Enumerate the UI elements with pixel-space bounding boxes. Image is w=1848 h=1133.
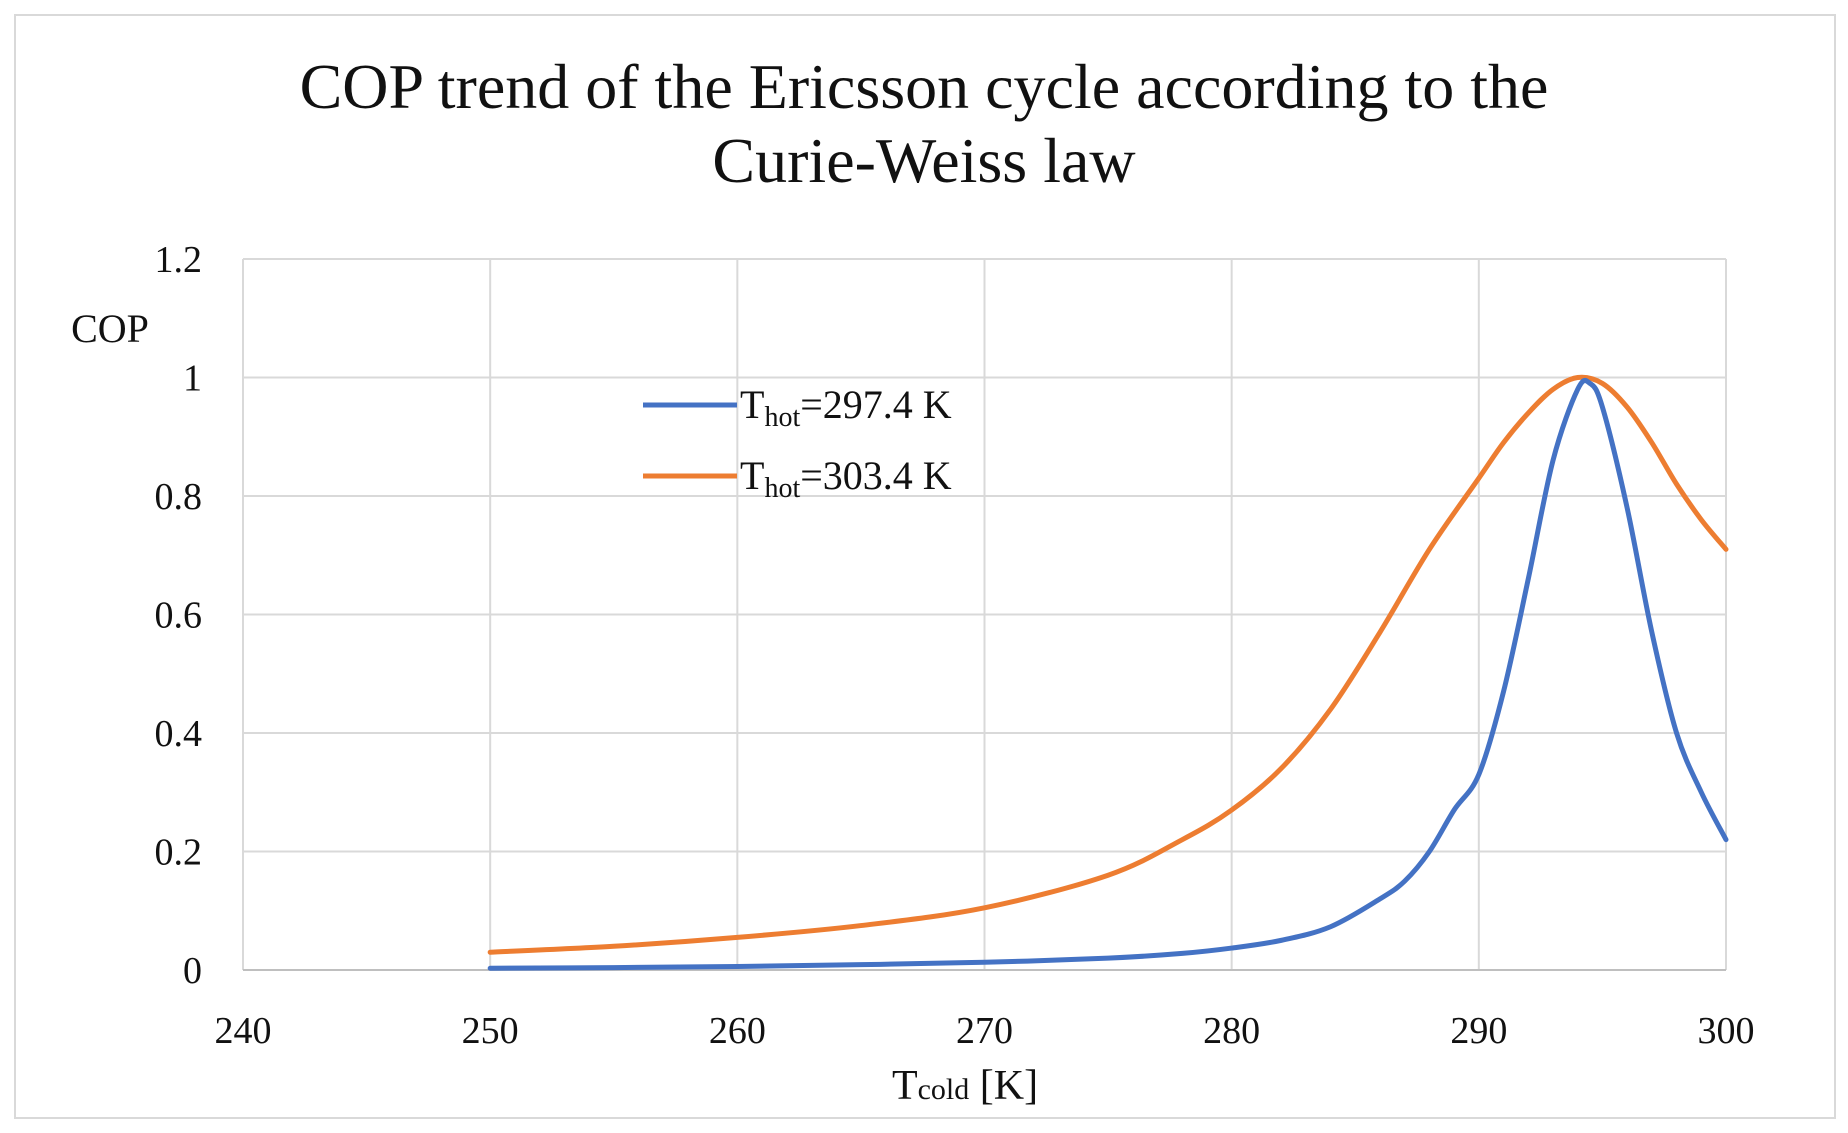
- x-tick-label: 270: [956, 1010, 1013, 1052]
- x-tick-label: 290: [1450, 1010, 1507, 1052]
- series-line-1: [487, 374, 1729, 955]
- x-axis-label: Tcold [K]: [892, 1063, 1038, 1109]
- series-line-0: [487, 377, 1729, 971]
- x-tick-label: 280: [1203, 1010, 1260, 1052]
- x-axis-label-unit: [K]: [969, 1063, 1038, 1109]
- x-axis-label-main: T: [892, 1063, 918, 1109]
- x-tick-label: 300: [1698, 1010, 1755, 1052]
- y-tick-label: 0.6: [155, 595, 203, 637]
- y-tick-label: 0.8: [155, 476, 203, 518]
- x-tick-label: 260: [709, 1010, 766, 1052]
- legend-label-main: T: [740, 382, 764, 427]
- y-tick-label: 1.2: [155, 239, 203, 281]
- y-tick-label: 0: [183, 950, 202, 992]
- legend-label-sub: hot: [764, 402, 800, 433]
- legend-label-sub: hot: [764, 473, 800, 504]
- y-tick-label: 1: [183, 358, 202, 400]
- gridlines: [242, 258, 1727, 970]
- x-tick-label: 250: [462, 1010, 519, 1052]
- series-lines: [487, 374, 1729, 971]
- chart-title-line-2: Curie-Weiss law: [712, 125, 1136, 196]
- legend-label-rest: =303.4 K: [800, 453, 952, 498]
- y-axis-label: COP: [71, 306, 149, 351]
- x-tick-label: 240: [215, 1010, 272, 1052]
- legend-label-1: Thot=303.4 K: [740, 453, 952, 504]
- legend-label-main: T: [740, 453, 764, 498]
- x-axis-label-sub: cold: [918, 1073, 970, 1106]
- y-tick-label: 0.2: [155, 832, 203, 874]
- y-tick-label: 0.4: [155, 713, 203, 755]
- chart-title-line-1: COP trend of the Ericsson cycle accordin…: [299, 51, 1549, 122]
- tick-labels: 0 0.2 0.4 0.6 0.8 1 1.2 240 250 260 270 280 290 300: [155, 239, 1755, 1052]
- legend-label-rest: =297.4 K: [800, 382, 952, 427]
- legend-label-0: Thot=297.4 K: [740, 382, 952, 433]
